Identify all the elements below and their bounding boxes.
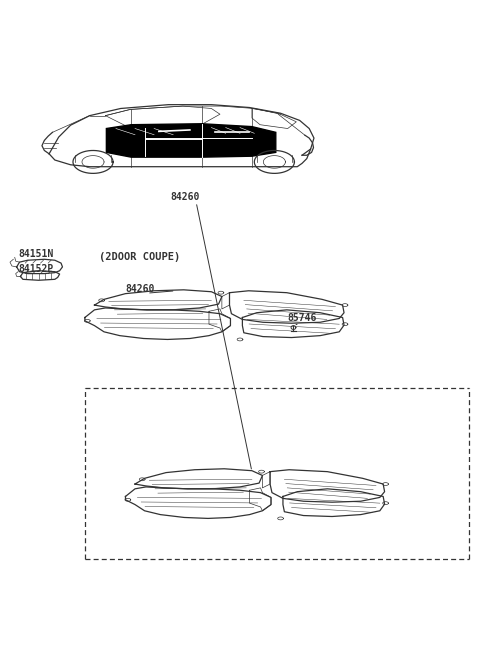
Text: 85746: 85746 (288, 313, 317, 323)
Text: 84152P: 84152P (18, 264, 53, 274)
Polygon shape (107, 124, 276, 157)
Text: (2DOOR COUPE): (2DOOR COUPE) (99, 253, 180, 262)
Text: 84151N: 84151N (18, 249, 53, 259)
Text: 84260: 84260 (171, 192, 200, 202)
Text: 84260: 84260 (125, 284, 155, 294)
